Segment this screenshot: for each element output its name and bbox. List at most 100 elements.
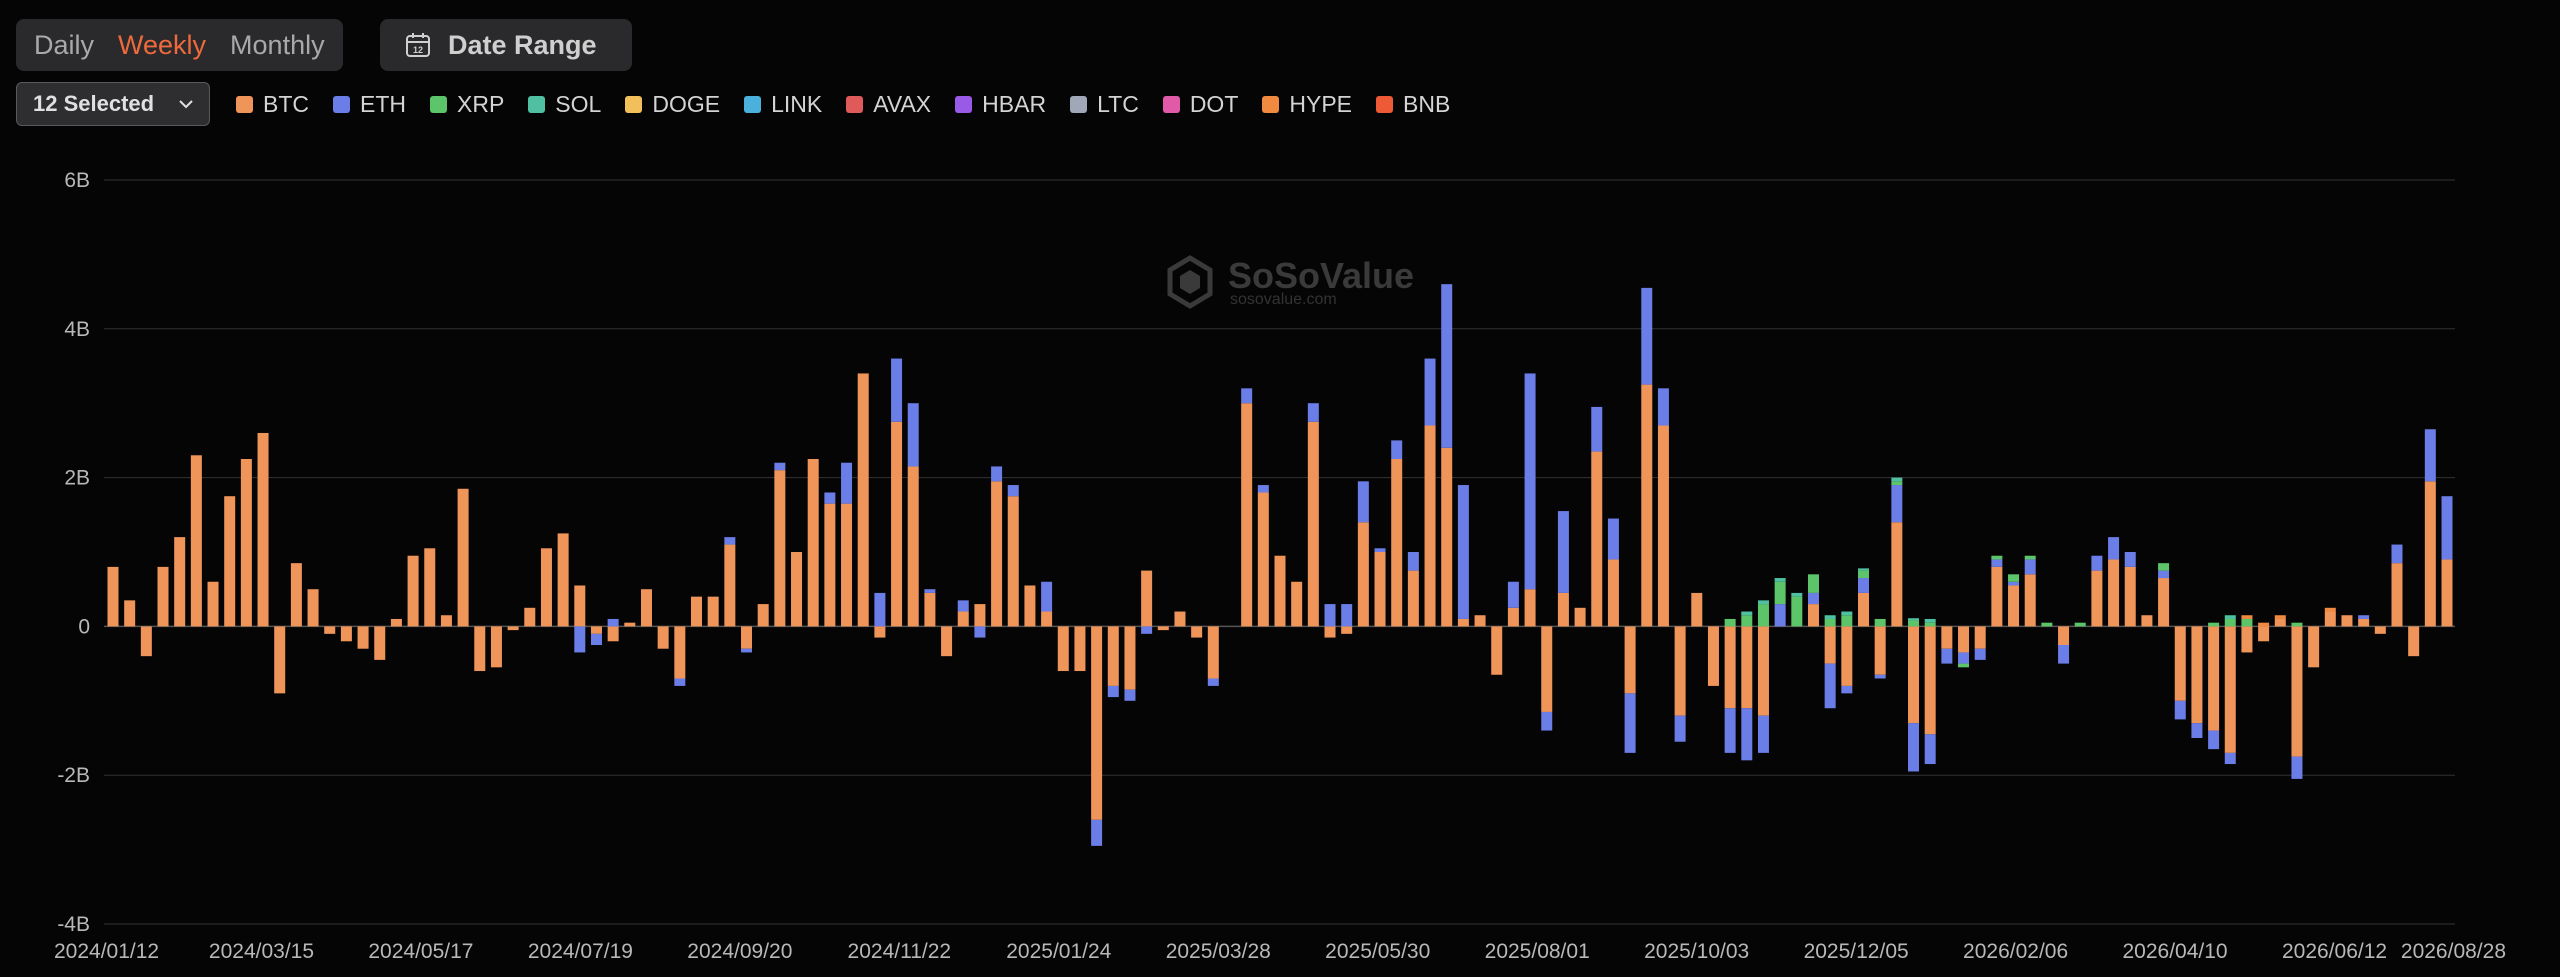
bar-xrp[interactable] [1874,618,1886,627]
bar-btc[interactable] [1807,604,1819,627]
bar-eth[interactable] [1324,604,1336,627]
bar-eth[interactable] [1607,518,1619,560]
bar-btc[interactable] [1757,626,1769,716]
bar-eth[interactable] [2391,544,2403,564]
bar-btc[interactable] [2291,626,2303,757]
bar-eth[interactable] [874,592,886,627]
bar-btc[interactable] [374,626,386,660]
bar-btc[interactable] [1958,626,1970,653]
bar-btc[interactable] [607,626,619,642]
bar-btc[interactable] [340,626,352,642]
bar-btc[interactable] [207,581,219,627]
bar-hype[interactable] [2241,615,2253,619]
bar-btc[interactable] [707,596,719,627]
bar-btc[interactable] [657,626,669,649]
bar-btc[interactable] [524,607,536,627]
bar-btc[interactable] [107,566,119,627]
bar-btc[interactable] [2308,626,2320,668]
bar-btc[interactable] [1841,626,1853,686]
bar-eth[interactable] [824,492,836,504]
bar-sol[interactable] [1858,568,1869,571]
bar-eth[interactable] [2058,645,2070,664]
bar-btc[interactable] [2441,559,2453,627]
bar-eth[interactable] [1524,373,1536,590]
bar-btc[interactable] [307,589,319,627]
legend-item-hype[interactable]: HYPE [1262,91,1352,118]
bar-eth[interactable] [2358,615,2370,619]
bar-btc[interactable] [590,626,602,634]
bar-xrp[interactable] [1891,481,1903,486]
bar-btc[interactable] [774,470,786,627]
bar-btc[interactable] [2391,563,2403,627]
bar-btc[interactable] [1107,626,1119,686]
bar-btc[interactable] [891,421,903,627]
bar-eth[interactable] [1991,559,2003,567]
bar-eth[interactable] [1657,388,1669,426]
bar-eth[interactable] [2208,730,2220,750]
bar-btc[interactable] [941,626,953,657]
bar-btc[interactable] [1441,447,1453,627]
bar-xrp[interactable] [1824,618,1836,627]
legend-item-avax[interactable]: AVAX [846,91,931,118]
bar-eth[interactable] [1441,284,1453,448]
bar-btc[interactable] [691,596,702,627]
bar-btc[interactable] [2174,626,2186,701]
bar-btc[interactable] [557,533,569,627]
bar-eth[interactable] [1641,287,1653,385]
bar-btc[interactable] [1691,592,1703,627]
bar-eth[interactable] [1974,648,1986,660]
bar-btc[interactable] [1191,626,1203,638]
bar-eth[interactable] [907,403,919,467]
bar-eth[interactable] [1391,440,1403,459]
bar-eth[interactable] [1041,581,1053,612]
bar-btc[interactable] [2424,481,2436,627]
bar-btc[interactable] [1507,607,1519,627]
bar-xrp[interactable] [2241,618,2253,627]
bar-eth[interactable] [1407,552,1419,571]
bar-xrp[interactable] [1757,604,1769,627]
bar-btc[interactable] [490,626,502,668]
legend-item-sol[interactable]: SOL [528,91,601,118]
bar-btc[interactable] [257,432,269,627]
bar-btc[interactable] [1207,626,1219,679]
legend-item-eth[interactable]: ETH [333,91,406,118]
bar-btc[interactable] [791,552,803,627]
bar-btc[interactable] [407,555,419,627]
bar-eth[interactable] [1941,648,1953,664]
bar-btc[interactable] [1141,570,1153,627]
bar-hype[interactable] [2274,615,2286,619]
bar-eth[interactable] [1557,511,1569,593]
bar-btc[interactable] [224,496,236,627]
legend-item-link[interactable]: LINK [744,91,822,118]
bar-btc[interactable] [124,600,136,627]
bar-eth[interactable] [674,678,686,686]
bar-btc[interactable] [2224,626,2236,753]
bar-xrp[interactable] [2224,618,2236,627]
legend-item-doge[interactable]: DOGE [625,91,720,118]
bar-eth[interactable] [2291,756,2303,779]
bar-eth[interactable] [1624,693,1636,753]
bar-eth[interactable] [1858,578,1869,593]
bar-btc[interactable] [841,503,853,627]
bar-btc[interactable] [2358,618,2370,627]
bar-btc[interactable] [1591,451,1603,627]
bar-btc[interactable] [624,622,636,627]
bar-btc[interactable] [907,466,919,627]
bar-eth[interactable] [1307,403,1319,422]
bar-xrp[interactable] [2024,555,2036,560]
bar-btc[interactable] [1941,626,1953,649]
bar-sol[interactable] [1891,477,1903,482]
bar-eth[interactable] [1374,548,1386,552]
bar-sol[interactable] [1841,611,1853,616]
bar-eth[interactable] [1774,604,1786,627]
bar-eth[interactable] [607,618,619,627]
bar-eth[interactable] [1807,592,1819,605]
bar-sol[interactable] [1791,592,1803,597]
bar-btc[interactable] [390,618,402,627]
bar-eth[interactable] [574,626,586,653]
bar-eth[interactable] [2224,752,2236,765]
bar-btc[interactable] [1391,459,1403,627]
bar-btc[interactable] [1374,552,1386,627]
bar-sol[interactable] [1924,618,1936,623]
bar-eth[interactable] [1891,485,1903,523]
